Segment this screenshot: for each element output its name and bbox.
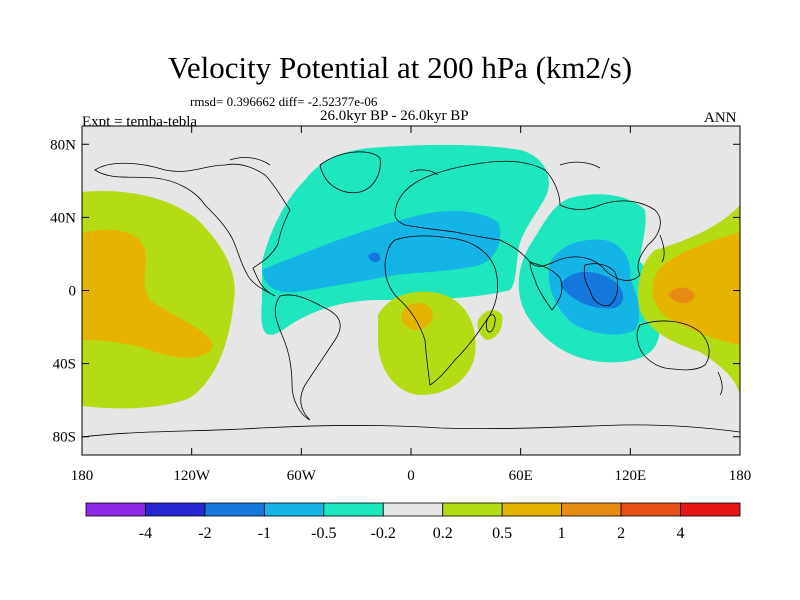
lat-tick-label: 80S [53, 430, 76, 446]
coast-madagascar [485, 314, 496, 333]
lon-tick-label: 60E [509, 468, 533, 484]
colorbar-label: -0.5 [311, 525, 336, 542]
contour-pos-05-pacific-west [82, 229, 213, 358]
colorbar-swatch [323, 502, 384, 517]
colorbar-swatch [680, 502, 741, 517]
contour-pos-1-pacific-east [668, 287, 695, 304]
subtitle: 26.0kyr BP - 26.0kyr BP [320, 108, 469, 124]
contour-neg-1-indian [560, 271, 624, 309]
colorbar-swatch [442, 502, 503, 517]
coast-north-america [94, 162, 291, 297]
plot-title: Velocity Potential at 200 hPa (km2/s) [167, 50, 633, 85]
coast-antarctica [82, 424, 740, 438]
colorbar-label: 0.5 [492, 525, 512, 542]
coast-arctic-islands [229, 157, 601, 176]
colorbar-label: 4 [677, 525, 685, 542]
lon-tick-label: 120W [173, 468, 211, 484]
colorbar-label: 2 [617, 525, 625, 542]
colorbar-label: -2 [198, 525, 211, 542]
contour-pos-02-madagascar [477, 309, 503, 340]
lon-tick-label: 0 [407, 468, 415, 484]
coast-greenland [319, 151, 381, 194]
lon-tick-label: 120E [614, 468, 646, 484]
lon-tick-label: 180 [729, 468, 752, 484]
colorbar-swatch [85, 502, 146, 517]
colorbar-swatch [204, 502, 265, 517]
colorbar-label: -1 [258, 525, 271, 542]
contour-pos-05-pacific-east [652, 232, 740, 345]
coast-india [529, 261, 563, 311]
colorbar-swatch [620, 502, 681, 517]
colorbar-swatch [145, 502, 206, 517]
coast-new-zealand [717, 371, 723, 396]
colorbar-label: -0.2 [371, 525, 396, 542]
season-label: ANN [704, 110, 737, 126]
coast-africa [384, 235, 499, 386]
map-field [82, 126, 740, 455]
colorbar-label: -4 [139, 525, 152, 542]
lon-tick-label: 60W [287, 468, 317, 484]
colorbar: -4 -2 -1 -0.5 -0.2 0.2 0.5 1 2 4 [85, 502, 741, 542]
lat-tick-label: 80N [50, 137, 76, 153]
lat-tick-label: 40S [53, 357, 76, 373]
colorbar-label: 1 [558, 525, 566, 542]
coast-south-america [274, 294, 341, 421]
contour-neg-05-north [262, 210, 501, 293]
colorbar-swatch [382, 502, 444, 517]
coast-europe [394, 160, 661, 281]
colorbar-swatch [501, 502, 563, 517]
coast-australia [636, 320, 710, 371]
map-axis-ticks: 80N 40N 0 40S 80S 180 120W 60W 0 60E 120E 180 [50, 126, 751, 484]
contour-neg-1-spot [368, 252, 381, 263]
colorbar-label: 0.2 [433, 525, 453, 542]
coast-japan [659, 234, 665, 263]
lon-tick-label: 180 [71, 468, 94, 484]
stats-text: rmsd= 0.396662 diff= -2.52377e-06 [190, 94, 378, 109]
colorbar-swatch [561, 502, 622, 517]
colorbar-swatch [263, 502, 325, 517]
contour-pos-05-atlantic [401, 302, 433, 330]
lat-tick-label: 40N [50, 210, 76, 226]
coastlines [82, 151, 740, 438]
coast-southeast-asia [583, 263, 619, 307]
lat-tick-label: 0 [69, 284, 77, 300]
